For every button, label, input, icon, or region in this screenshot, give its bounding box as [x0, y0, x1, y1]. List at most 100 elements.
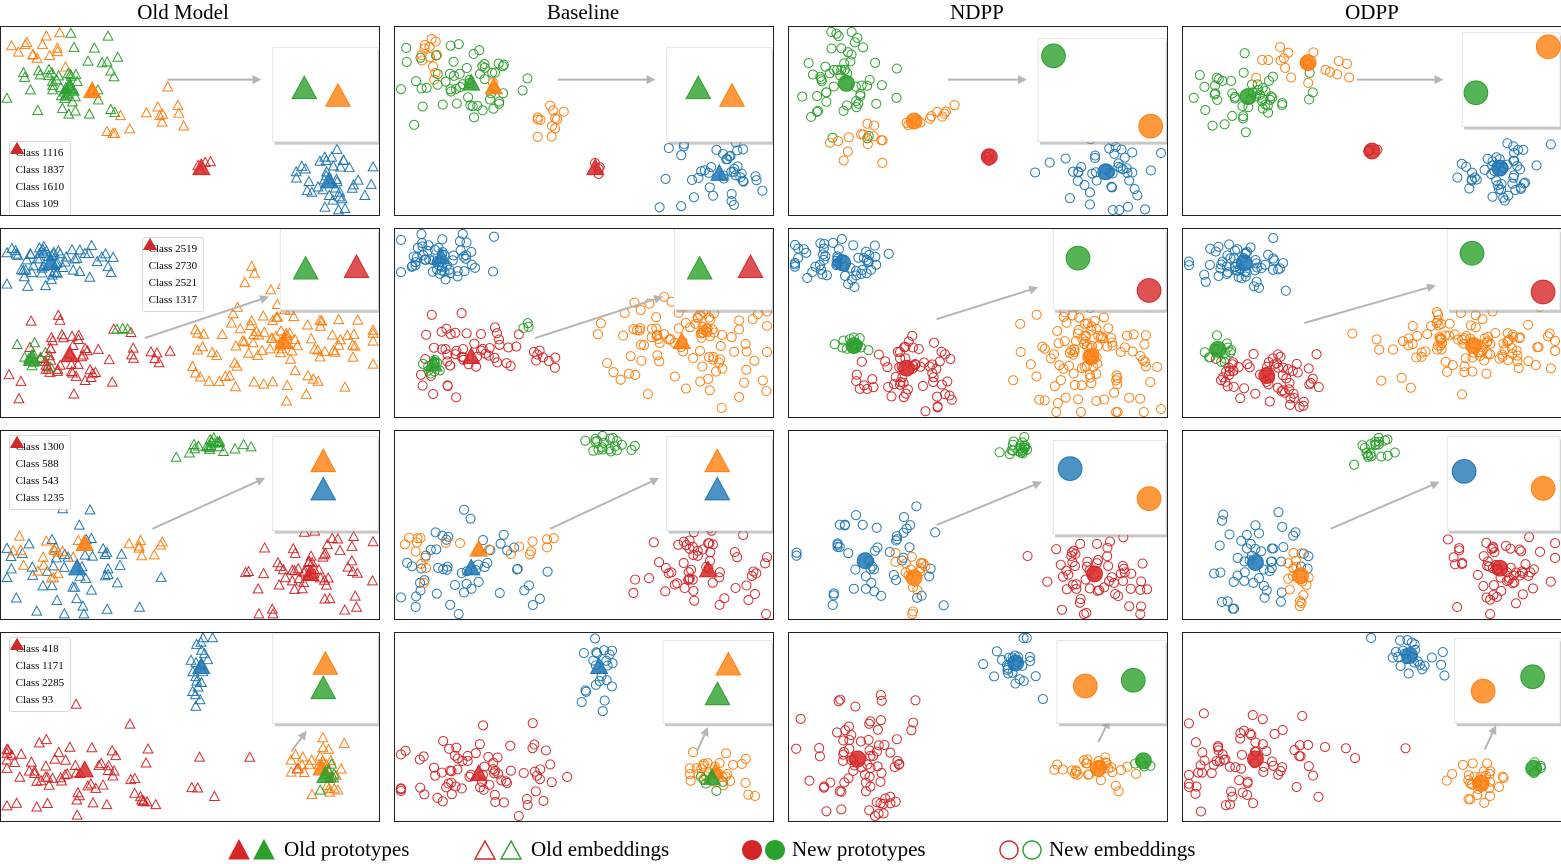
new-embedding-point-blue [686, 174, 698, 186]
new-embedding-point-orange [546, 131, 557, 142]
new-embedding-point-green [839, 58, 850, 69]
old-embedding-point-blue [102, 568, 114, 579]
old-prototype-orange [75, 533, 95, 551]
new-embedding-point-red [445, 329, 456, 340]
old-embedding-point-blue [59, 548, 71, 559]
old-embedding-point-red [342, 561, 354, 572]
old-embedding-point-orange [314, 320, 327, 331]
class-legend-label: Class 1837 [15, 164, 65, 176]
old-embedding-point-orange [275, 324, 287, 336]
new-embedding-point-green [484, 94, 496, 105]
old-embedding-point-blue [206, 633, 219, 643]
new-embedding-point-blue [1037, 693, 1048, 705]
new-embedding-point-orange [608, 367, 619, 378]
new-embedding-point-blue [1218, 509, 1229, 520]
new-embedding-point-red [873, 740, 884, 751]
new-embedding-point-orange [532, 114, 543, 125]
old-embedding-point-orange [266, 314, 279, 326]
new-embedding-point-orange [1128, 329, 1139, 340]
old-embedding-point-red [72, 358, 84, 369]
old-embedding-point-orange [300, 388, 313, 399]
new-embedding-point-orange [1477, 314, 1488, 325]
new-embedding-point-red [873, 808, 884, 819]
new-embedding-point-blue [431, 588, 442, 599]
new-embedding-point-red [1221, 366, 1232, 377]
new-embedding-point-red [834, 786, 845, 797]
old-embedding-point-orange [53, 27, 66, 38]
new-embedding-point-blue [1426, 652, 1437, 663]
new-embedding-point-blue [452, 271, 463, 282]
old-embedding-point-blue [73, 519, 86, 530]
new-embedding-point-red [1277, 724, 1288, 736]
new-embedding-point-orange [1436, 318, 1447, 330]
new-embedding-point-red [848, 765, 859, 776]
old-embedding-point-red [164, 345, 176, 356]
zoom-inset-box [666, 47, 773, 143]
old-embedding-point-green [62, 67, 74, 78]
new-embedding-point-orange [1054, 360, 1065, 371]
new-embedding-point-orange [1079, 318, 1090, 329]
new-embedding-point-red [890, 796, 901, 807]
new-embedding-point-red [1051, 544, 1062, 555]
new-embedding-point-red [1075, 538, 1086, 549]
new-embedding-point-green [994, 447, 1005, 458]
old-embedding-point-red [106, 376, 119, 387]
bottom-legend: Old prototypes Old embeddings New protot… [0, 836, 1561, 864]
new-embedding-point-blue [736, 168, 747, 179]
embeddings-layer [1, 633, 350, 820]
old-embedding-point-red [85, 778, 97, 789]
old-embedding-point-red [31, 800, 43, 812]
old-embedding-point-orange [270, 311, 283, 322]
new-embedding-point-green [1267, 71, 1279, 82]
new-embedding-point-orange [505, 549, 516, 560]
new-embedding-point-green [522, 73, 533, 84]
new-embedding-point-blue [1067, 166, 1079, 177]
new-prototype-green [1525, 759, 1543, 777]
new-embedding-point-orange [1457, 389, 1468, 400]
new-embedding-point-red [513, 811, 524, 821]
new-embedding-point-orange [526, 546, 537, 557]
new-embedding-point-green [445, 84, 456, 95]
old-embedding-point-red [41, 797, 54, 808]
old-embedding-point-blue [50, 551, 62, 563]
new-embedding-point-red [865, 750, 876, 761]
new-embedding-point-green [836, 43, 847, 54]
scatter-panel-r2-c2 [788, 430, 1168, 620]
old-embedding-point-orange [191, 327, 204, 338]
new-embedding-point-orange [740, 338, 751, 350]
zoom-inset [1461, 32, 1561, 130]
embeddings-layer [1188, 42, 1556, 206]
old-embedding-point-blue [195, 676, 208, 688]
new-embedding-point-red [1244, 362, 1255, 373]
new-prototype-red [980, 148, 998, 166]
new-embedding-point-green [1376, 451, 1387, 462]
old-embedding-point-blue [62, 551, 74, 562]
new-embedding-point-orange [704, 312, 715, 323]
new-embedding-point-red [1208, 759, 1219, 770]
new-embedding-point-blue [1214, 540, 1225, 551]
prototypes-layer [469, 656, 725, 785]
new-embedding-point-red [891, 734, 902, 745]
old-embedding-point-blue [97, 542, 109, 554]
new-embedding-point-red [875, 715, 886, 726]
new-embedding-point-red [456, 308, 467, 319]
new-embedding-point-green [797, 91, 808, 102]
old-embedding-point-green [65, 27, 77, 38]
old-embedding-point-red [101, 798, 113, 810]
old-embedding-point-green [92, 93, 104, 105]
old-embedding-point-orange [14, 544, 27, 555]
new-embedding-point-red [1400, 743, 1411, 754]
new-embedding-point-green [1229, 93, 1240, 104]
new-embedding-point-blue [1290, 527, 1301, 538]
old-embedding-point-orange [32, 565, 44, 576]
new-embedding-point-red [500, 776, 511, 787]
new-embedding-point-orange [890, 556, 901, 567]
new-embedding-point-orange [1303, 77, 1314, 89]
old-embedding-point-orange [367, 324, 379, 335]
new-embedding-point-orange [684, 322, 696, 333]
new-embedding-point-orange [602, 357, 613, 369]
new-embedding-point-red [898, 392, 909, 403]
new-embedding-point-red [1516, 546, 1527, 557]
new-embedding-point-orange [665, 334, 676, 345]
zoom-inset [666, 436, 773, 534]
